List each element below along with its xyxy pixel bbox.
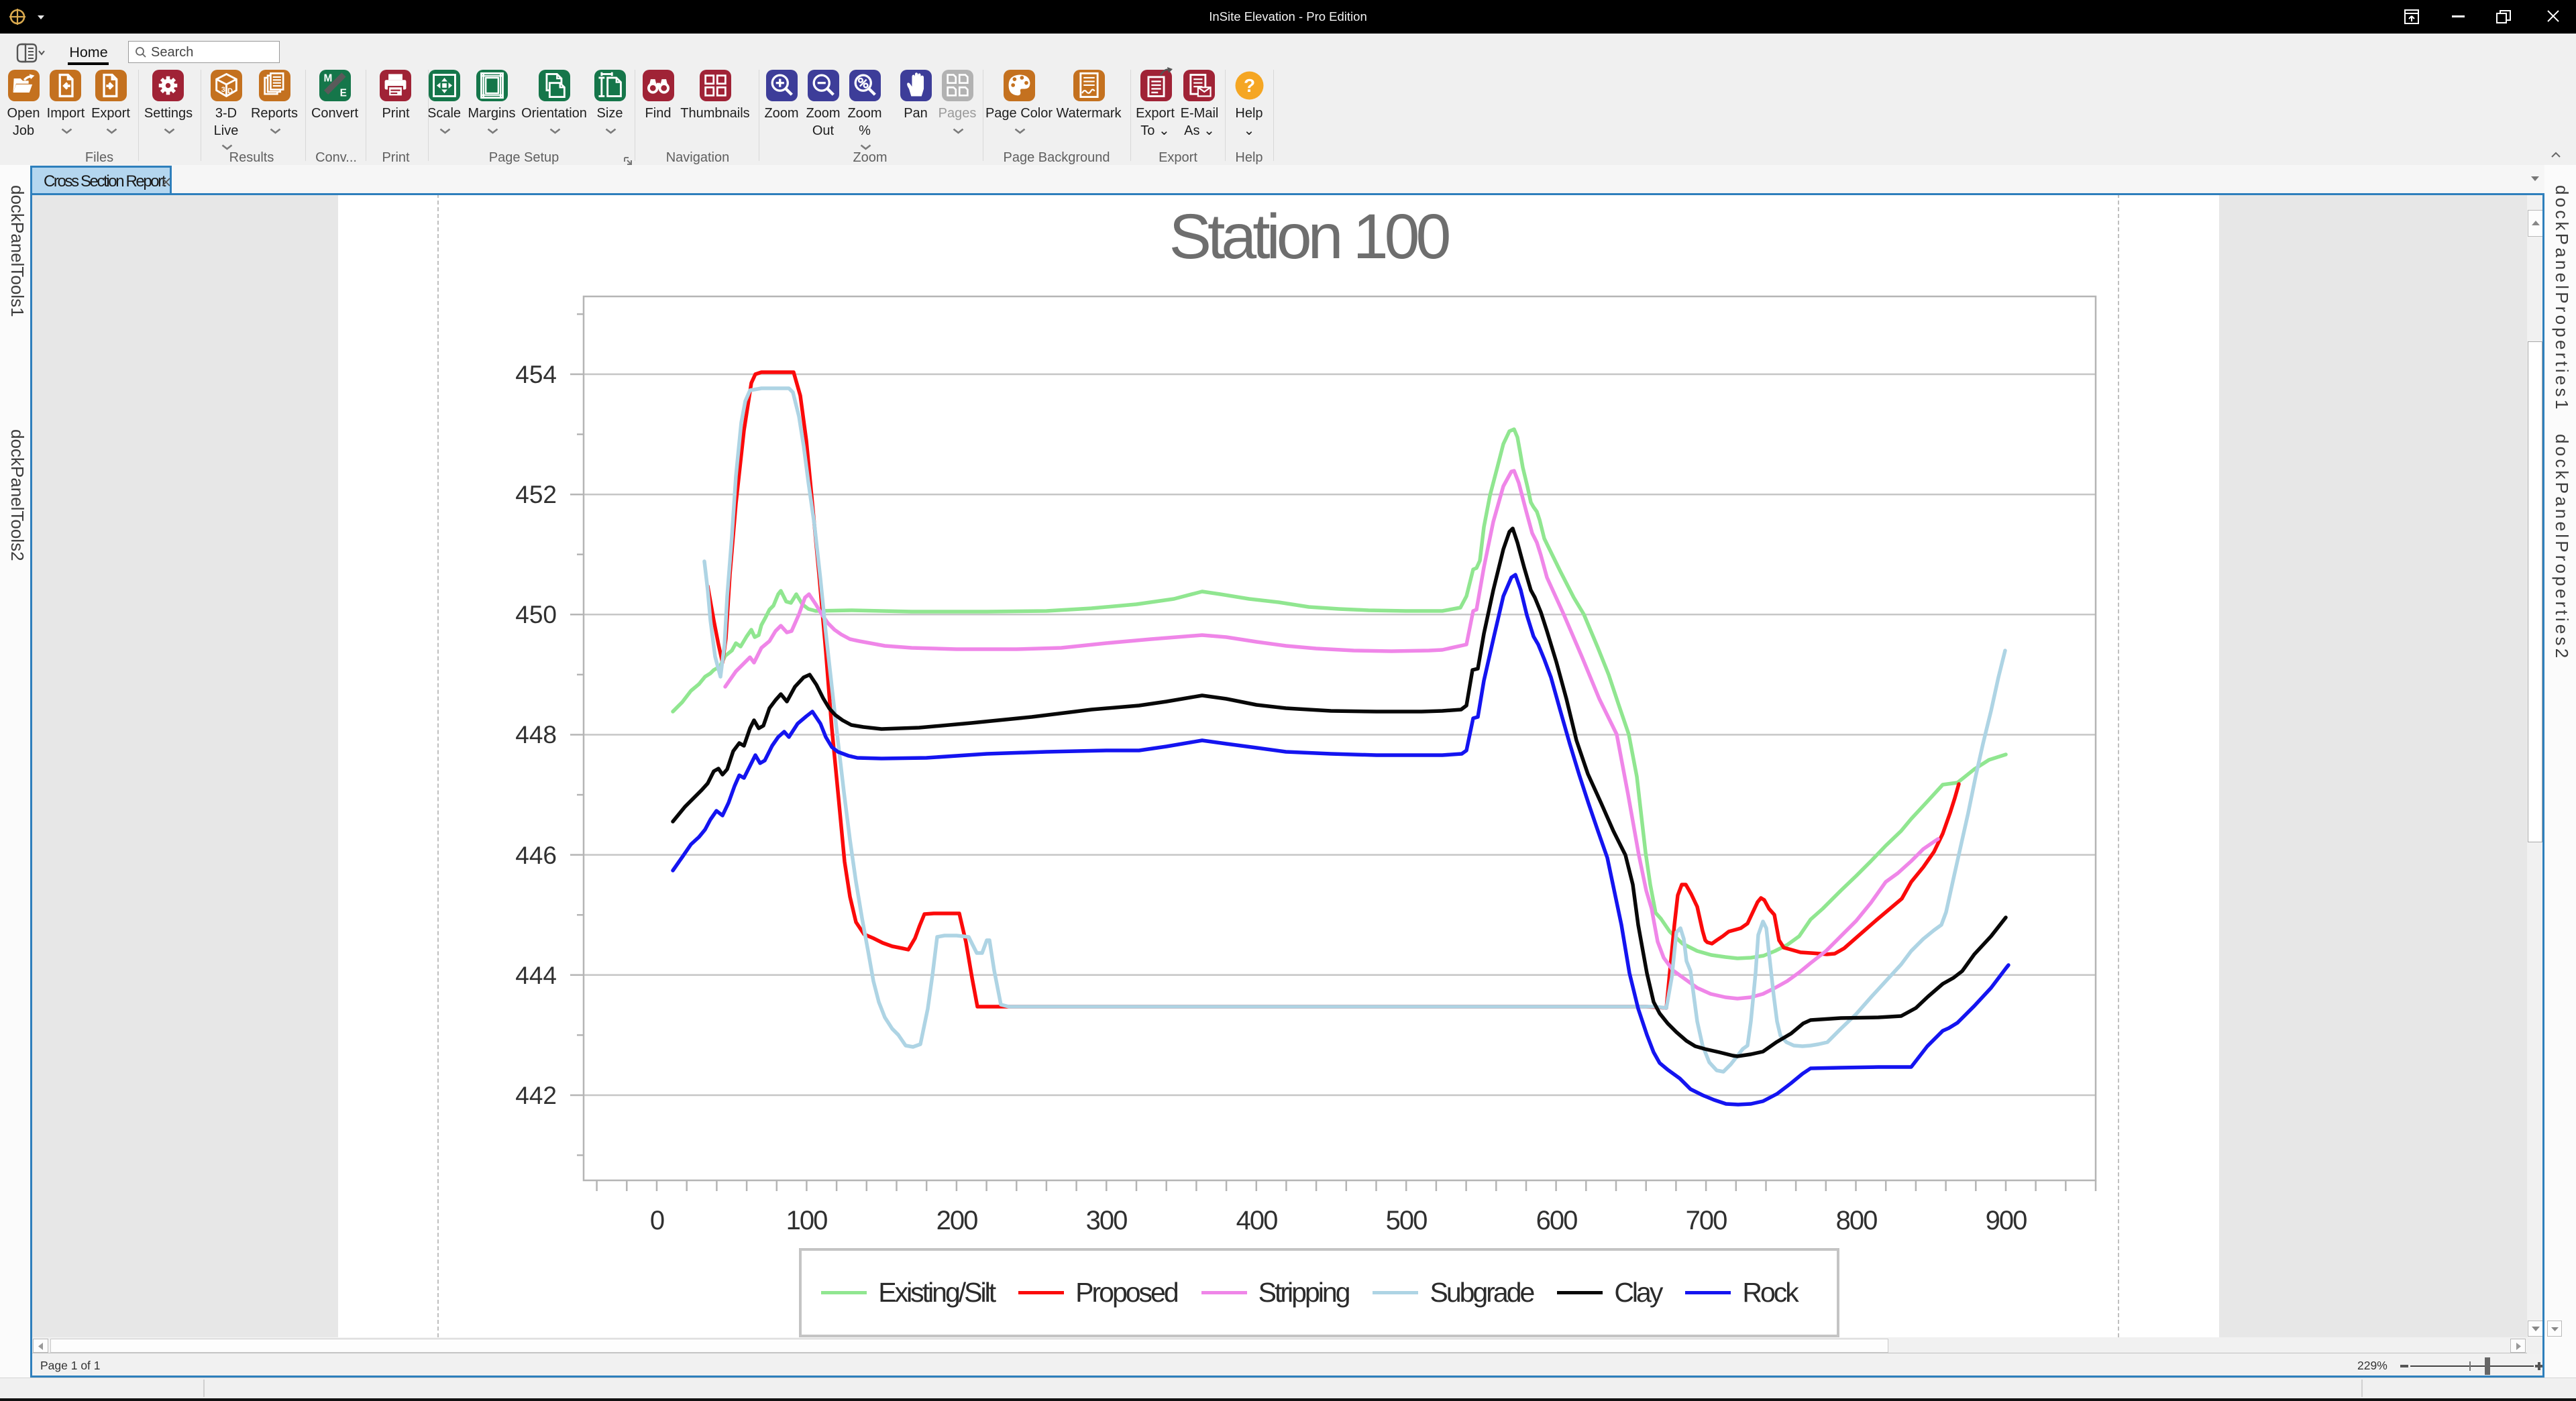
svg-text:D: D: [227, 87, 233, 95]
svg-text:300: 300: [1086, 1206, 1127, 1235]
svg-text:3: 3: [221, 86, 225, 94]
svg-text:452: 452: [515, 481, 557, 508]
svg-text:?: ?: [1244, 75, 1255, 96]
svg-text:450: 450: [515, 601, 557, 628]
svg-text:446: 446: [515, 842, 557, 869]
svg-text:600: 600: [1536, 1206, 1577, 1235]
svg-text:700: 700: [1686, 1206, 1727, 1235]
svg-text:E: E: [340, 87, 347, 99]
svg-text:454: 454: [515, 361, 557, 388]
svg-text:200: 200: [936, 1206, 977, 1235]
svg-text:500: 500: [1386, 1206, 1427, 1235]
svg-text:442: 442: [515, 1082, 557, 1109]
svg-text:Station 100: Station 100: [1169, 201, 1450, 272]
svg-text:100: 100: [786, 1206, 827, 1235]
svg-text:448: 448: [515, 721, 557, 748]
svg-text:444: 444: [515, 962, 557, 989]
svg-text:800: 800: [1836, 1206, 1877, 1235]
svg-text:M: M: [323, 72, 332, 84]
svg-text:0: 0: [650, 1206, 664, 1235]
svg-text:900: 900: [1986, 1206, 2027, 1235]
svg-text:400: 400: [1236, 1206, 1277, 1235]
